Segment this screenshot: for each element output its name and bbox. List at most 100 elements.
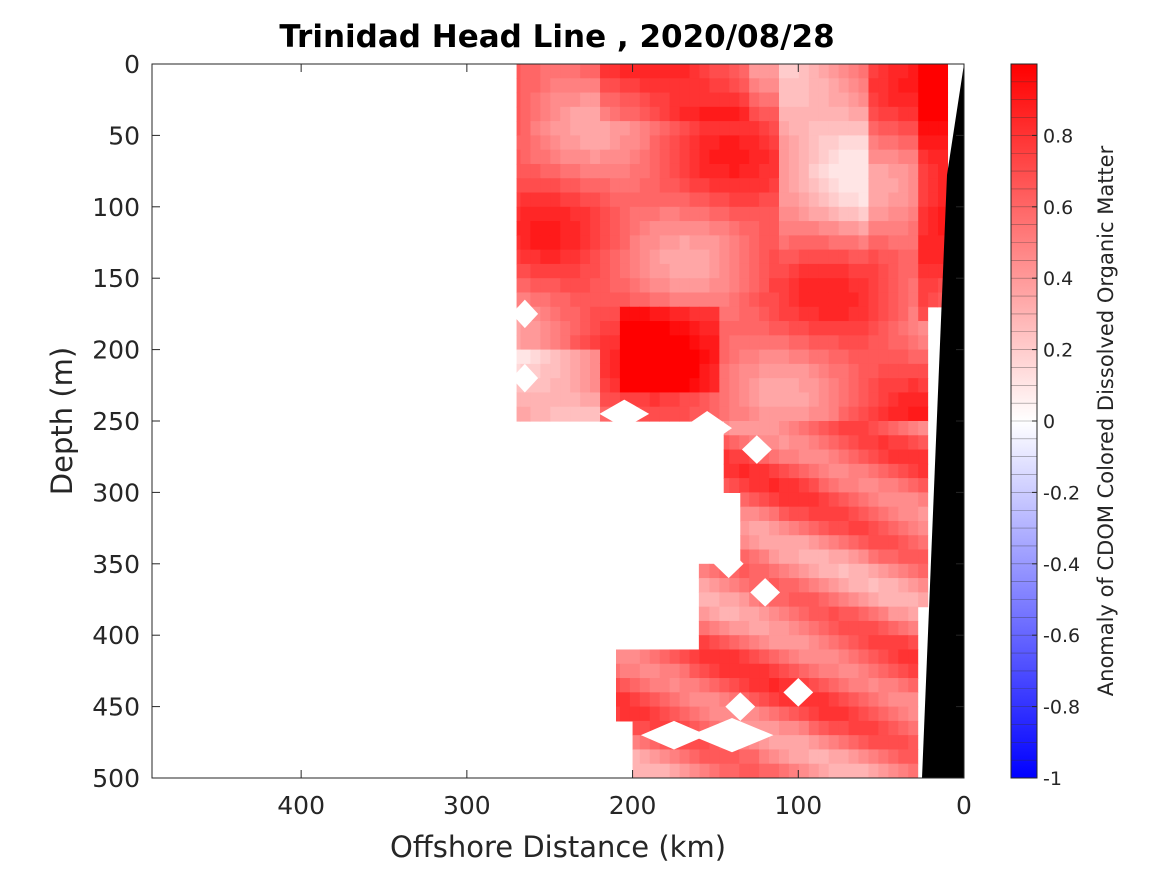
heatmap-cell [609,178,620,194]
heatmap-cell [907,692,919,708]
heatmap-cell [867,335,879,351]
heatmap-cell [838,592,849,608]
heatmap-cell [748,463,760,479]
heatmap-cell [516,121,521,136]
heatmap-cell [649,763,660,778]
heatmap-cell [758,135,770,151]
heatmap-cell [848,378,859,394]
heatmap-cell [848,306,859,322]
heatmap-cell [848,578,859,593]
heatmap-cell [887,206,899,222]
heatmap-cell [857,292,869,308]
heatmap-cell [678,363,690,379]
heatmap-cell [516,192,521,208]
heatmap-cell [867,663,879,679]
heatmap-cell [539,378,551,394]
heatmap-cell [549,192,561,208]
heatmap-cell [569,106,581,122]
heatmap-cell [619,378,630,394]
heatmap-cell [698,321,710,336]
heatmap-cell [516,292,521,308]
heatmap-cell [649,735,660,751]
heatmap-cell [619,663,630,679]
heatmap-cell [559,292,571,308]
heatmap-cell [808,363,819,379]
heatmap-cell [718,263,730,279]
heatmap-cell [639,263,650,279]
heatmap-cell [549,392,561,408]
heatmap-cell [589,392,601,408]
heatmap-cell [828,592,839,608]
heatmap-cell [678,78,690,94]
heatmap-cell [758,64,770,79]
heatmap-cell [848,592,859,608]
heatmap-cell [877,306,889,322]
heatmap-cell [788,763,799,778]
heatmap-cell [698,749,710,765]
heatmap-cell [519,206,531,222]
heatmap-cell [937,192,949,208]
heatmap-cell [519,221,531,236]
heatmap-cell [798,121,809,136]
heatmap-cell [599,349,610,365]
heatmap-cell [678,678,690,693]
heatmap-cell [848,392,859,408]
heatmap-cell [778,620,789,636]
heatmap-cell [529,363,541,379]
heatmap-cell [529,278,541,294]
heatmap-cell [639,649,650,665]
heatmap-cell [589,263,601,279]
heatmap-cell [907,206,919,222]
heatmap-cell [768,735,779,751]
data-gap [725,692,756,721]
heatmap-cell [569,64,581,79]
heatmap-cell [529,349,541,365]
heatmap-cell [857,506,869,522]
heatmap-cell [917,592,929,608]
heatmap-cell [549,178,561,194]
heatmap-cell [559,378,571,394]
heatmap-cell [589,321,601,336]
heatmap-cell [669,292,680,308]
heatmap-cell [867,706,879,722]
heatmap-cell [788,535,799,551]
heatmap-cell [678,163,690,179]
heatmap-cell [549,221,561,236]
heatmap-cell [659,106,670,122]
heatmap-cell [887,349,899,365]
heatmap-cell [678,406,690,422]
heatmap-cell [877,292,889,308]
heatmap-cell [669,392,680,408]
heatmap-cell [516,406,521,422]
heatmap-cell [539,406,551,422]
heatmap-cell [678,263,690,279]
heatmap-cell [718,606,730,622]
heatmap-cell [718,649,730,665]
heatmap-cell [649,306,660,322]
heatmap-cell [897,606,909,622]
heatmap-cell [589,64,601,79]
heatmap-cell [589,235,601,251]
heatmap-cell [887,563,899,579]
heatmap-cell [808,592,819,608]
heatmap-cell [579,149,591,165]
y-tick-label: 200 [92,336,140,365]
heatmap-cell [559,163,571,179]
heatmap-cell [877,378,889,394]
heatmap-cell [828,192,839,208]
heatmap-cell [718,306,730,322]
heatmap-cell [619,678,630,693]
heatmap-cell [728,378,740,394]
heatmap-cell [678,206,690,222]
heatmap-cell [927,92,939,108]
heatmap-cell [529,235,541,251]
heatmap-cell [867,149,879,165]
heatmap-cell [678,349,690,365]
heatmap-cell [738,363,750,379]
heatmap-cell [887,121,899,136]
heatmap-cell [599,135,610,151]
heatmap-cell [529,392,541,408]
heatmap-cell [867,578,879,593]
heatmap-cell [708,206,720,222]
heatmap-cell [768,635,779,651]
